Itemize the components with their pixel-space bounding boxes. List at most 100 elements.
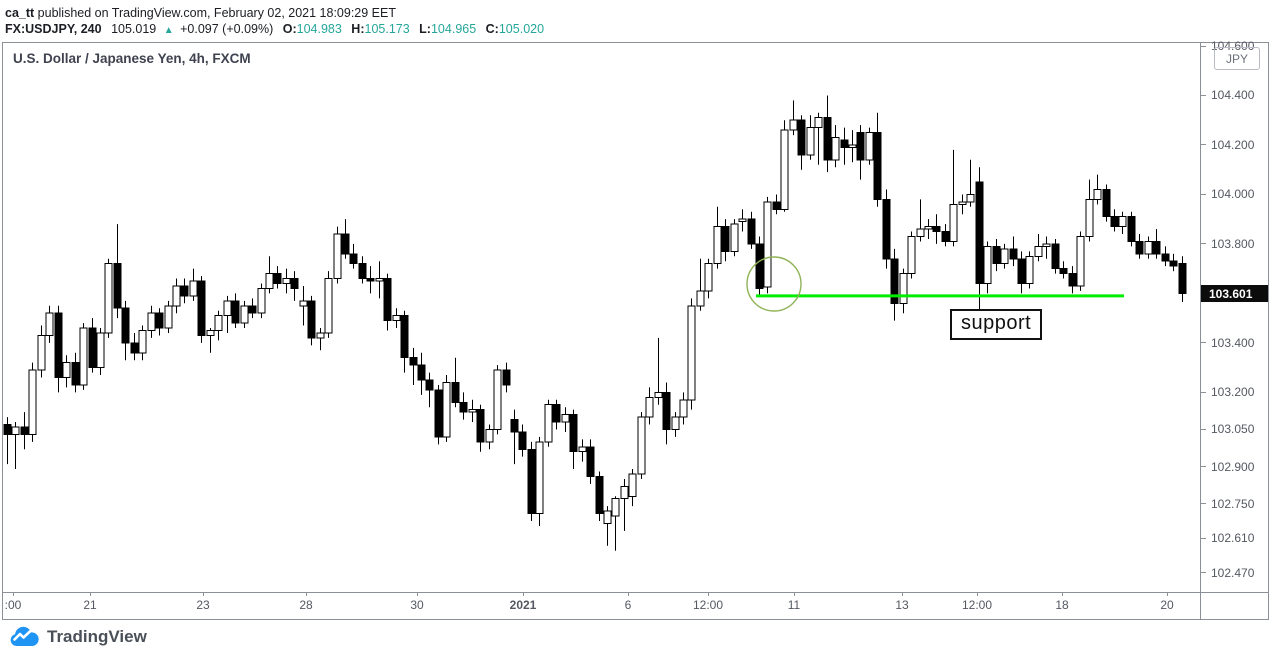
candle xyxy=(586,439,595,484)
candle xyxy=(1051,238,1060,274)
candle xyxy=(544,399,553,447)
candle xyxy=(992,238,1001,272)
candle xyxy=(20,412,29,450)
close-value: 105.020 xyxy=(498,22,545,36)
candle xyxy=(899,268,908,314)
change-text: +0.097 (+0.09%) xyxy=(180,22,274,36)
candle xyxy=(54,305,63,393)
candle xyxy=(713,206,722,269)
price-tick-label: 103.800 xyxy=(1211,236,1255,251)
candle xyxy=(654,337,663,405)
candle xyxy=(1034,234,1043,262)
candle xyxy=(662,382,671,445)
candle xyxy=(535,436,544,526)
time-tick-mark xyxy=(1167,592,1168,596)
candle xyxy=(738,209,747,232)
candle xyxy=(696,258,705,311)
chart-border-top xyxy=(2,42,1268,43)
candle xyxy=(518,424,527,457)
time-tick-mark xyxy=(523,592,524,596)
candle xyxy=(459,392,468,420)
change-up-arrow-icon: ▲ xyxy=(163,25,174,36)
low-value: 104.965 xyxy=(430,22,477,36)
candle xyxy=(45,305,54,343)
candle xyxy=(172,278,181,314)
candle xyxy=(941,224,950,247)
high-label: H: xyxy=(351,22,365,36)
time-tick-label: 2021 xyxy=(509,598,537,612)
candle xyxy=(1178,256,1187,303)
candle xyxy=(442,375,451,442)
candle xyxy=(882,189,891,269)
candle xyxy=(856,125,865,180)
candle xyxy=(527,441,536,522)
candle xyxy=(493,365,502,435)
candle xyxy=(510,409,519,465)
tradingview-cloud-icon xyxy=(10,626,39,646)
candle xyxy=(1068,266,1077,294)
price-tick-label: 103.200 xyxy=(1211,385,1255,400)
candle xyxy=(1144,236,1153,259)
time-tick-label: 18 xyxy=(1055,598,1069,612)
current-price-tag: 103.601 xyxy=(1201,285,1268,302)
time-tick-mark xyxy=(977,592,978,596)
candle xyxy=(79,323,88,390)
candle xyxy=(780,120,789,212)
candle xyxy=(130,332,139,361)
candle xyxy=(1161,246,1170,267)
tradingview-logo-text: TradingView xyxy=(47,626,147,646)
candle xyxy=(375,261,384,299)
candle xyxy=(400,310,409,373)
currency-badge[interactable]: JPY xyxy=(1214,47,1260,70)
open-value: 104.983 xyxy=(296,22,342,36)
candle xyxy=(240,300,249,329)
highlight-circle-annotation[interactable] xyxy=(746,256,802,312)
candle xyxy=(1093,174,1102,205)
candle xyxy=(476,404,485,452)
candle xyxy=(147,305,156,338)
candle xyxy=(637,412,646,479)
byline: ca_tt published on TradingView.com, Febr… xyxy=(5,6,396,20)
byline-username: ca_tt xyxy=(5,6,35,20)
candle xyxy=(434,384,443,445)
time-tick-label: 12:00 xyxy=(961,598,993,612)
candle xyxy=(189,268,198,301)
low-label: L: xyxy=(419,22,431,36)
candle xyxy=(265,256,274,294)
price-tick-label: 104.400 xyxy=(1211,88,1255,103)
candle xyxy=(341,219,350,259)
candle xyxy=(257,283,266,319)
support-annotation-label[interactable]: support xyxy=(950,309,1043,340)
time-tick-mark xyxy=(306,592,307,596)
candle xyxy=(890,248,899,321)
candle xyxy=(1102,184,1111,222)
last-price: 105.019 xyxy=(111,22,157,36)
candle xyxy=(814,112,823,165)
time-tick-label: 12:00 xyxy=(692,598,724,612)
time-tick-mark xyxy=(417,592,418,596)
candle xyxy=(88,318,97,373)
candle xyxy=(797,115,806,170)
candle xyxy=(485,424,494,450)
candle xyxy=(197,276,206,343)
candle xyxy=(561,407,570,432)
time-tick-label: 28 xyxy=(299,598,313,612)
price-tick-label: 102.610 xyxy=(1211,531,1255,546)
price-tick-label: 103.050 xyxy=(1211,422,1255,437)
price-tick-mark xyxy=(1201,94,1206,96)
candle xyxy=(299,285,308,326)
candle xyxy=(848,130,857,163)
candle xyxy=(392,308,401,329)
tradingview-logo[interactable]: TradingView xyxy=(8,625,147,648)
time-tick-label: 23 xyxy=(196,598,210,612)
candle xyxy=(366,266,375,294)
byline-text: published on TradingView.com, February 0… xyxy=(34,6,396,20)
candle xyxy=(831,125,840,168)
candle xyxy=(873,112,882,207)
candle xyxy=(704,258,713,299)
candle xyxy=(730,219,739,257)
chart-border-right xyxy=(1268,42,1269,620)
price-tick-label: 103.400 xyxy=(1211,335,1255,350)
candle xyxy=(645,387,654,425)
